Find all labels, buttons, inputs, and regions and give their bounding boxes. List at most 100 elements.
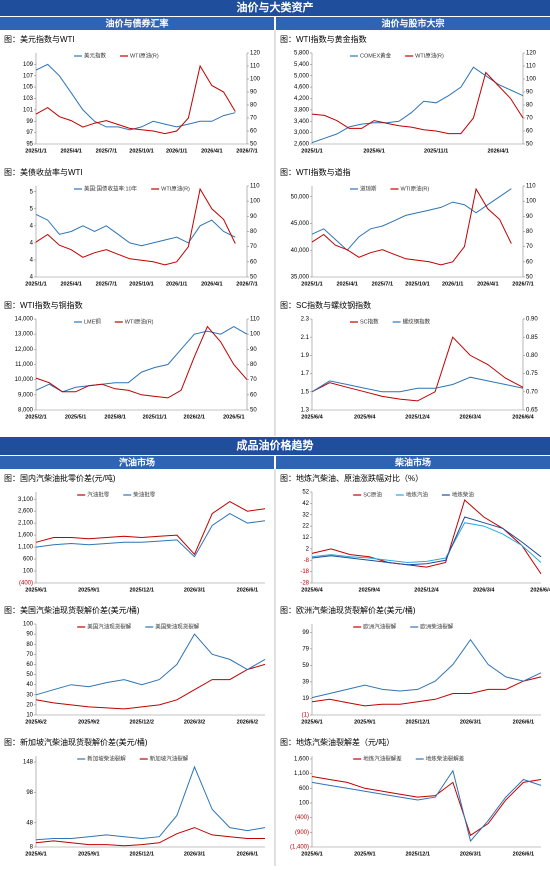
legend-label: 美国:国债收益率:10年 [84, 184, 138, 192]
x-tick-label: 2026/6/1 [237, 851, 258, 857]
y-tick-label: -8 [304, 558, 310, 564]
chart-title: 图：WTI指数与黄金指数 [280, 34, 367, 44]
x-tick-label: 2026/6/4 [530, 587, 550, 593]
y-tick-label: 100 [299, 801, 310, 807]
y-tick-label: 40,000 [291, 248, 310, 254]
x-tick-label: 2025/9/1 [78, 851, 99, 857]
series-line [311, 187, 512, 266]
y2-tick-label: 80 [526, 229, 533, 235]
y2-tick-label: 90 [250, 90, 257, 96]
y-tick-label: 1.7 [301, 371, 310, 377]
legend-label: 柴油批零 [133, 490, 156, 498]
series-line [35, 827, 265, 847]
y2-tick-label: 100 [250, 77, 261, 83]
y-tick-label: 2,600 [294, 142, 310, 148]
series-line [35, 633, 266, 696]
y-tick-label: 45,000 [291, 221, 310, 227]
y-tick-label: 11,000 [15, 362, 34, 368]
y-tick-label: 14,000 [15, 317, 34, 323]
y-tick-label: (400) [295, 815, 309, 821]
y2-tick-label: 110 [526, 184, 536, 190]
y-tick-label: 2 [306, 546, 310, 552]
legend-label: WTI原油(R) [400, 184, 429, 192]
y-tick-label: 1.9 [301, 353, 310, 359]
header-bar [0, 437, 550, 455]
series-line [311, 522, 542, 564]
x-tick-label: 2026/3/1 [460, 851, 481, 857]
x-tick-label: 2025/6/1 [25, 851, 46, 857]
x-tick-label: 2025/6/1 [25, 587, 46, 593]
legend-label: LME铜 [84, 317, 101, 325]
series-line [311, 769, 542, 843]
x-tick-label: 2025/4/1 [336, 281, 357, 287]
y2-tick-label: 0.90 [526, 317, 538, 323]
y-tick-label: 98 [26, 790, 33, 796]
series-line [35, 513, 266, 558]
y2-tick-label: 110 [526, 64, 536, 70]
legend-label: 美国柴油现货裂解 [155, 622, 200, 630]
chart-title: 图：WTI指数与道指 [280, 167, 351, 177]
section-title: 油价与债券汇率 [105, 17, 168, 28]
y-tick-label: 9,000 [18, 392, 34, 398]
y2-tick-label: 60 [526, 259, 533, 265]
chart-title: 图：WTI指数与铜指数 [4, 300, 83, 310]
y2-tick-label: 50 [250, 275, 257, 281]
legend-label: WTI原油(R) [415, 51, 444, 59]
y-tick-label: 95 [26, 142, 33, 148]
y-tick-label: 2,600 [18, 509, 34, 515]
y-tick-label: (900) [295, 830, 309, 836]
y2-tick-label: 70 [526, 244, 533, 250]
x-tick-label: 2025/12/2 [129, 719, 153, 725]
x-tick-label: 2025/11/1 [424, 148, 448, 154]
y2-tick-label: 80 [250, 362, 257, 368]
x-tick-label: 2026/3/1 [460, 719, 481, 725]
legend-label: 新加坡汽油裂解 [150, 754, 189, 762]
y-tick-label: 100 [23, 569, 34, 575]
y-tick-label: 4 [30, 240, 34, 246]
x-tick-label: 2025/6/4 [301, 414, 323, 420]
legend-label: WTI原油(R) [161, 184, 190, 192]
chart-title: 图：美元指数与WTI [4, 34, 75, 44]
x-tick-label: 2025/6/4 [301, 587, 323, 593]
y-tick-label: 101 [23, 107, 34, 113]
y-tick-label: 50 [26, 672, 33, 678]
y-tick-label: 10,000 [15, 377, 34, 383]
y2-tick-label: 80 [526, 103, 533, 109]
y-tick-label: 4,200 [294, 96, 310, 102]
x-tick-label: 2025/1/1 [25, 281, 46, 287]
series-line [35, 213, 236, 247]
series-line [311, 336, 524, 402]
y-tick-label: 60 [26, 662, 33, 668]
series-line [311, 676, 542, 707]
y2-tick-label: 60 [250, 392, 257, 398]
y-tick-label: 35,000 [291, 275, 310, 281]
y2-tick-label: 70 [526, 116, 533, 122]
y2-tick-label: 90 [250, 347, 257, 353]
y-tick-label: 79 [302, 646, 309, 652]
y2-tick-label: 100 [250, 332, 261, 338]
x-tick-label: 2026/4/1 [477, 281, 498, 287]
legend-label: 螺纹钢指数 [403, 317, 431, 325]
section-title: 油价与股市大宗 [381, 17, 444, 28]
x-tick-label: 2026/4/1 [201, 281, 222, 287]
y2-tick-label: 0.80 [526, 353, 538, 359]
y-tick-label: 4 [30, 223, 34, 229]
y-tick-label: 48 [26, 820, 33, 826]
x-tick-label: 2025/9/4 [354, 414, 376, 420]
y-tick-label: 2.1 [301, 335, 310, 341]
y-tick-label: 70 [26, 652, 33, 658]
chart-title: 图：地炼汽柴油裂解差（元/吨） [280, 737, 394, 747]
main-title: 油价与大类资产 [237, 0, 314, 14]
y-tick-label: 2,100 [18, 521, 34, 527]
x-tick-label: 2026/3/2 [184, 719, 205, 725]
legend-label: WTI原油(R) [125, 317, 154, 325]
y-tick-label: 32 [302, 512, 309, 518]
y2-tick-label: 100 [250, 199, 261, 205]
y2-tick-label: 80 [250, 103, 257, 109]
y-tick-label: 10 [26, 713, 33, 719]
y2-tick-label: 50 [250, 408, 257, 414]
legend-label: 欧洲柴油裂解 [420, 622, 454, 630]
y-tick-label: 5,800 [294, 51, 310, 57]
y-tick-label: 99 [26, 119, 33, 125]
